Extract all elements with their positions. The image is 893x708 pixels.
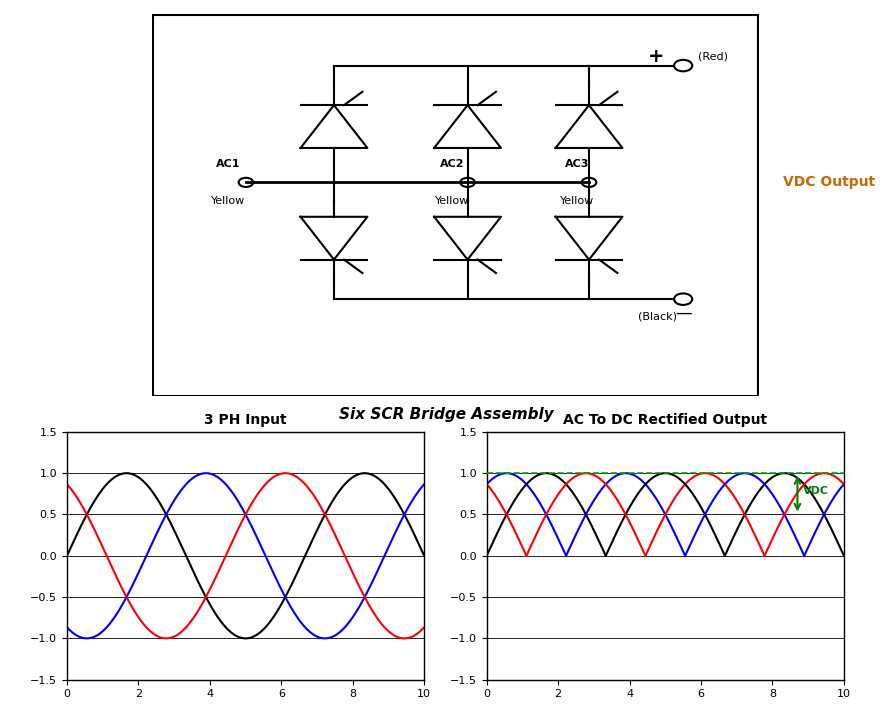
Text: AC3: AC3 xyxy=(564,159,589,169)
Text: +: + xyxy=(647,47,664,66)
Title: 3 PH Input: 3 PH Input xyxy=(204,413,287,426)
Text: Six SCR Bridge Assembly: Six SCR Bridge Assembly xyxy=(339,406,554,422)
Title: AC To DC Rectified Output: AC To DC Rectified Output xyxy=(563,413,767,426)
Text: (Black): (Black) xyxy=(638,312,677,321)
Text: Yellow: Yellow xyxy=(435,195,470,206)
Text: (Red): (Red) xyxy=(698,51,729,61)
Text: AC2: AC2 xyxy=(440,159,464,169)
Text: VDC Output: VDC Output xyxy=(783,176,875,189)
Text: VDC: VDC xyxy=(803,486,829,496)
Text: Yellow: Yellow xyxy=(211,195,245,206)
Text: —: — xyxy=(675,304,691,321)
Text: AC1: AC1 xyxy=(215,159,240,169)
Text: Yellow: Yellow xyxy=(560,195,594,206)
